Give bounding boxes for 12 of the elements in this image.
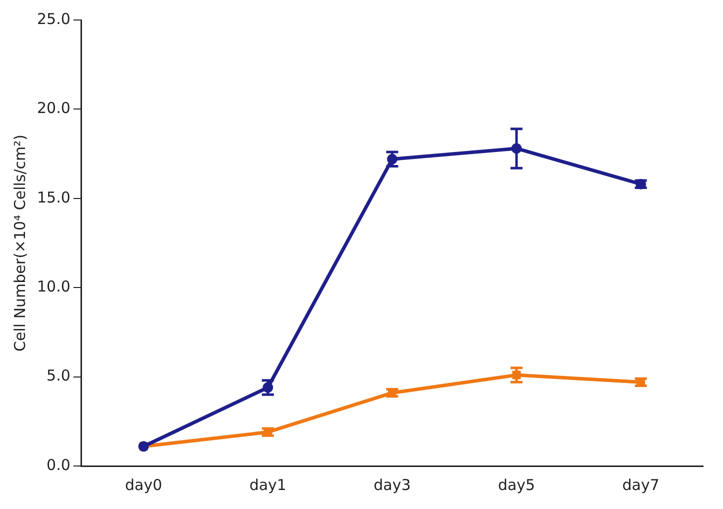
x-tick-label: day7 <box>622 476 660 494</box>
x-tick-label: day5 <box>498 476 536 494</box>
y-tick-label: 15.0 <box>36 188 70 206</box>
y-tick-label: 10.0 <box>36 277 70 296</box>
x-tick-label: day0 <box>124 476 162 494</box>
x-tick-label: day1 <box>249 476 286 494</box>
y-tick-label: 0.0 <box>46 456 70 474</box>
y-tick-label: 25.0 <box>36 10 70 28</box>
y-tick-label: 20.0 <box>36 99 70 118</box>
y-tick-label: 5.0 <box>46 366 70 385</box>
x-tick-label: day3 <box>374 476 411 494</box>
y-axis-title: Cell Number(×10⁴ Cells/cm²) <box>10 134 29 352</box>
